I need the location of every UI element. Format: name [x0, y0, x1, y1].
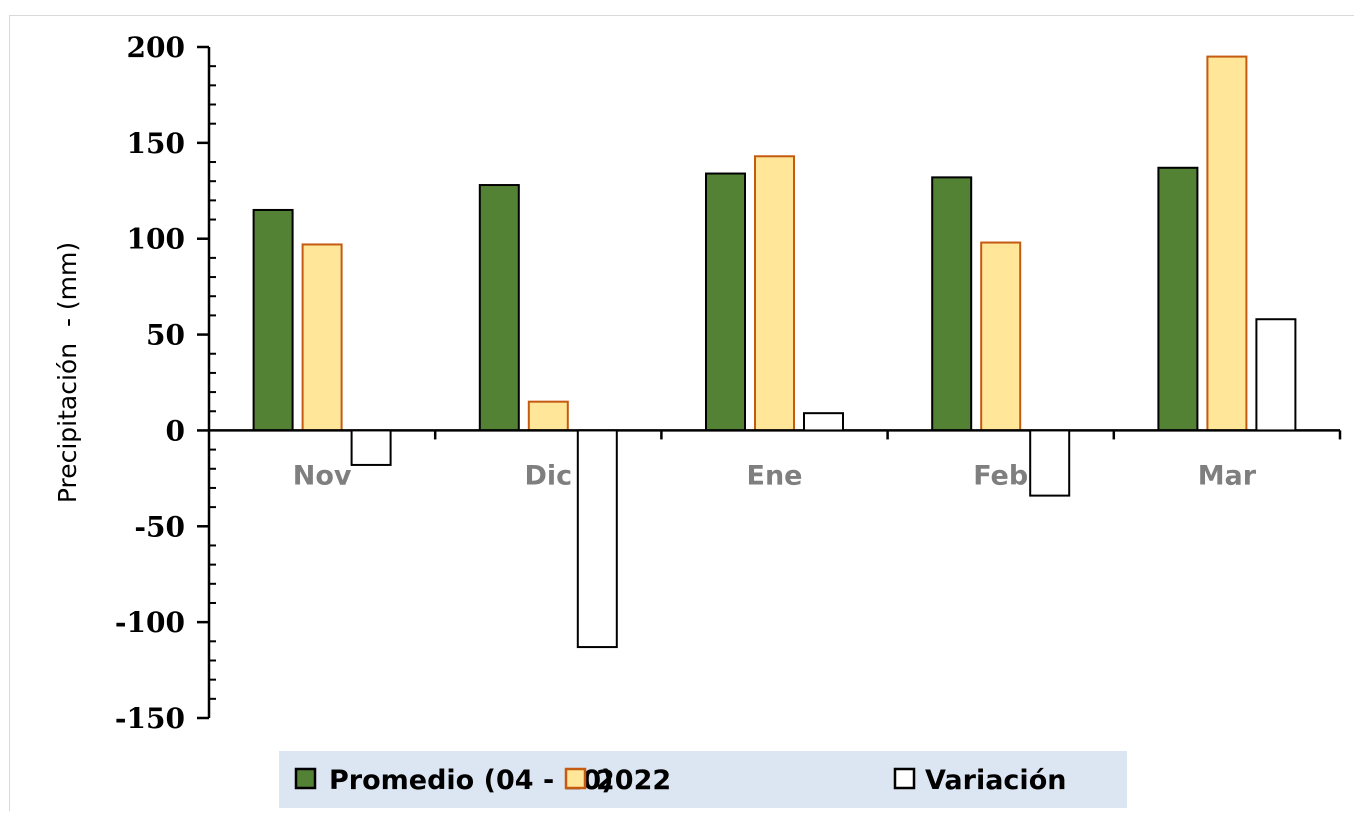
bar-2022-mar	[1206, 55, 1248, 432]
legend-background	[279, 751, 1127, 808]
x-tick-label-mar: Mar	[1198, 460, 1257, 491]
y-tick-label: 100	[127, 223, 185, 256]
y-tick-label: 50	[146, 319, 185, 352]
bar-variaci-n-nov	[350, 429, 392, 466]
y-tick-label: -100	[115, 606, 185, 639]
y-tick-label: 200	[127, 31, 185, 64]
bar-variaci-n-dic	[576, 429, 618, 649]
legend-swatch-1	[564, 767, 587, 790]
x-tick-label-dic: Dic	[524, 460, 572, 491]
y-tick-label: -150	[115, 702, 185, 735]
chart-frame	[9, 15, 1354, 811]
bar-promedio-04-20-feb	[931, 176, 973, 432]
y-axis-title: Precipitación - (mm)	[53, 242, 82, 503]
legend: Promedio (04 - 20)2022 Variación	[279, 751, 1127, 808]
bar-variaci-n-ene	[803, 412, 844, 432]
bar-promedio-04-20-nov	[252, 208, 294, 432]
y-tick-label: -50	[134, 510, 185, 543]
axes-layer	[197, 45, 1342, 720]
y-tick-label: 150	[127, 127, 185, 160]
y-tick-labels: -150 -100 -50 0 50 100 150 200	[115, 31, 185, 735]
legend-label-1: 2022	[596, 765, 671, 796]
bar-2022-feb	[980, 241, 1022, 432]
bar-2022-ene	[754, 155, 795, 432]
x-tick-label-feb: Feb	[973, 460, 1028, 491]
x-tick-labels: Nov Dic Ene Feb Mar	[293, 460, 1257, 491]
bar-promedio-04-20-mar	[1157, 166, 1199, 432]
legend-label-2: Variación	[925, 765, 1066, 796]
bar-variaci-n-feb	[1029, 429, 1071, 497]
bars-layer	[252, 55, 1248, 432]
bar-2022-nov	[301, 243, 343, 432]
bar-promedio-04-20-ene	[705, 172, 746, 432]
legend-swatch-2	[893, 767, 916, 790]
bar-promedio-04-20-dic	[478, 184, 520, 432]
bar-variaci-n-mar	[1255, 318, 1297, 432]
legend-swatch-0	[294, 767, 317, 790]
y-tick-label: 0	[166, 414, 185, 447]
x-tick-label-ene: Ene	[747, 460, 803, 491]
bar-2022-dic	[527, 400, 569, 432]
x-tick-label-nov: Nov	[293, 460, 352, 491]
